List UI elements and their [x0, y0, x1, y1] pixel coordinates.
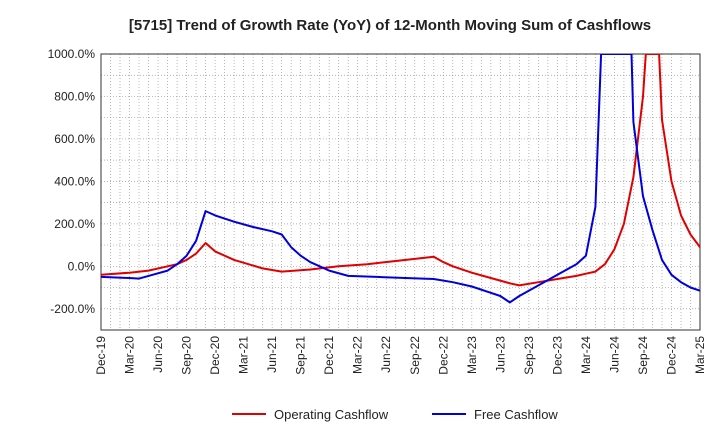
x-tick-label: Dec-20 — [208, 336, 222, 375]
x-axis-ticks: Dec-19 Mar-20 Jun-20 Sep-20 Dec-20 Mar-21 Jun-… — [94, 336, 707, 375]
x-tick-label: Mar-23 — [465, 336, 479, 374]
y-axis-ticks: 1000.0% 800.0% 600.0% 400.0% 200.0% 0.0% -200.… — [48, 47, 96, 316]
x-tick-label: Dec-19 — [94, 336, 108, 375]
x-tick-label: Jun-23 — [493, 336, 507, 373]
legend-label-free-cashflow: Free Cashflow — [474, 407, 558, 422]
plot-frame — [100, 53, 701, 331]
x-tick-label: Mar-22 — [351, 336, 365, 374]
x-tick-label: Sep-22 — [408, 336, 422, 375]
y-tick-label: 0.0% — [68, 259, 96, 273]
x-tick-label: Mar-21 — [237, 336, 251, 374]
x-tick-label: Mar-20 — [123, 336, 137, 374]
y-tick-label: 800.0% — [54, 89, 95, 103]
series-group — [101, 54, 700, 304]
legend-label-operating-cashflow: Operating Cashflow — [274, 407, 389, 422]
y-tick-label: 400.0% — [54, 174, 95, 188]
x-tick-label: Jun-24 — [607, 336, 621, 373]
x-tick-label: Jun-22 — [379, 336, 393, 373]
x-tick-label: Sep-23 — [522, 336, 536, 375]
x-tick-label: Sep-24 — [636, 336, 650, 375]
series-line-operating-cashflow — [101, 54, 700, 287]
x-tick-label: Sep-21 — [294, 336, 308, 375]
chart-title: [5715] Trend of Growth Rate (YoY) of 12-… — [129, 17, 651, 34]
grid — [100, 54, 701, 330]
x-tick-label: Dec-23 — [550, 336, 564, 375]
x-tick-label: Jun-20 — [151, 336, 165, 373]
y-tick-label: -200.0% — [50, 302, 95, 316]
x-tick-label: Mar-24 — [579, 336, 593, 374]
x-tick-label: Sep-20 — [180, 336, 194, 375]
y-tick-label: 600.0% — [54, 132, 95, 146]
legend: Operating Cashflow Free Cashflow — [232, 407, 558, 422]
x-tick-label: Mar-25 — [693, 336, 707, 374]
y-tick-label: 200.0% — [54, 217, 95, 231]
x-tick-label: Jun-21 — [265, 336, 279, 373]
x-tick-label: Dec-24 — [664, 336, 678, 375]
x-tick-label: Dec-21 — [322, 336, 336, 375]
x-tick-label: Dec-22 — [436, 336, 450, 375]
series-line-free-cashflow — [101, 54, 700, 304]
y-tick-label: 1000.0% — [48, 47, 96, 61]
